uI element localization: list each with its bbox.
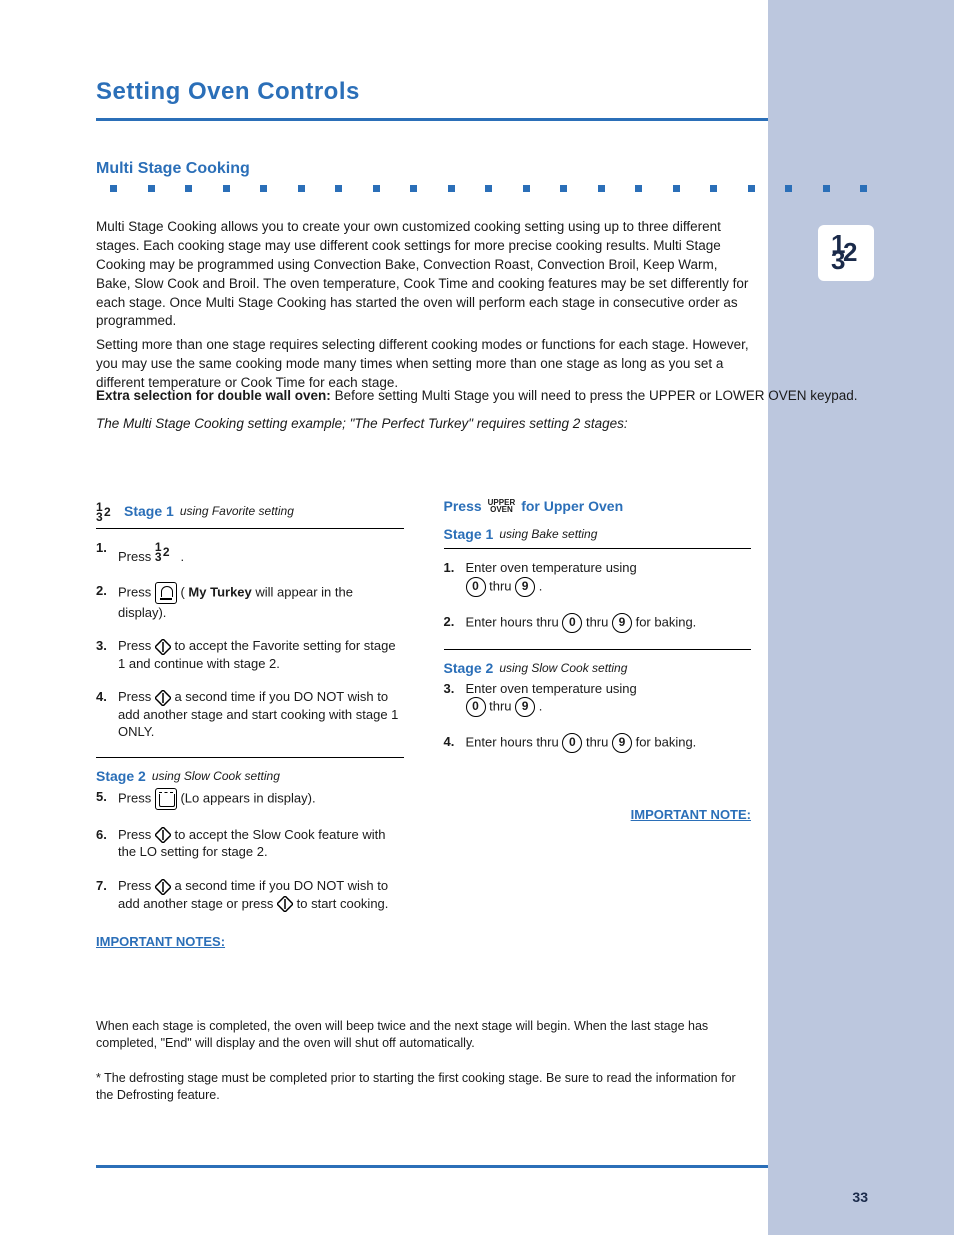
step-text: Enter hours thru 0 thru 9 for baking. (466, 733, 752, 753)
multistage-badge-icon: 123 (818, 225, 874, 281)
step: 6. Press to accept the Slow Cook feature… (96, 826, 404, 861)
bottom-rule (96, 1165, 768, 1168)
digit-0-keypad-icon: 0 (562, 733, 582, 753)
right-stage2-heading: Stage 2 using Slow Cook setting (444, 660, 752, 676)
rule (444, 649, 752, 650)
digit-9-keypad-icon: 9 (612, 733, 632, 753)
two-column-steps: 123 Stage 1 using Favorite setting 1. Pr… (96, 498, 751, 949)
stage2-label: Stage 2 (96, 768, 146, 784)
step: 4. Enter hours thru 0 thru 9 for baking. (444, 733, 752, 753)
start-keypad-icon (155, 690, 171, 706)
step: 5. Press (Lo appears in display). (96, 788, 404, 810)
step: 2. Enter hours thru 0 thru 9 for baking. (444, 613, 752, 633)
step-text: Press a second time if you DO NOT wish t… (118, 688, 404, 741)
double-oven-note-text: Before setting Multi Stage you will need… (331, 388, 858, 403)
step-num: 5. (96, 788, 110, 806)
top-rule (96, 118, 768, 121)
step-num: 4. (444, 733, 458, 751)
right-footer-label: IMPORTANT NOTE: (444, 807, 752, 822)
step-text: Press a second time if you DO NOT wish t… (118, 877, 404, 912)
step-num: 2. (444, 613, 458, 631)
stage1-subtitle: using Bake setting (499, 527, 597, 541)
stage1-subtitle: using Favorite setting (180, 504, 294, 518)
stage2-label: Stage 2 (444, 660, 494, 676)
press-label: Press (444, 498, 482, 514)
page-number: 33 (852, 1189, 868, 1205)
digit-9-keypad-icon: 9 (515, 577, 535, 597)
example-intro: The Multi Stage Cooking setting example;… (96, 416, 628, 431)
double-oven-note-bold: Extra selection for double wall oven: (96, 388, 331, 403)
step-text: Press (Lo appears in display). (118, 788, 404, 810)
step-text: Press to accept the Favorite setting for… (118, 637, 404, 672)
step: 1. Press 123 . (96, 539, 404, 566)
step-num: 7. (96, 877, 110, 895)
step: 7. Press a second time if you DO NOT wis… (96, 877, 404, 912)
step-text: Enter hours thru 0 thru 9 for baking. (466, 613, 752, 633)
digit-9-keypad-icon: 9 (612, 613, 632, 633)
step-text: Enter oven temperature using 0 thru 9 . (466, 680, 752, 718)
rule (96, 757, 404, 758)
step-text: Enter oven temperature using 0 thru 9 . (466, 559, 752, 597)
section-heading: Multi Stage Cooking (96, 160, 250, 178)
stage2-subtitle: using Slow Cook setting (499, 661, 627, 675)
stage1-label: Stage 1 (124, 503, 174, 519)
digit-0-keypad-icon: 0 (466, 577, 486, 597)
dot-separator (110, 185, 880, 192)
step: 4. Press a second time if you DO NOT wis… (96, 688, 404, 741)
footnote-2: * The defrosting stage must be completed… (96, 1070, 751, 1104)
double-oven-note: Extra selection for double wall oven: Be… (96, 388, 858, 403)
step-num: 4. (96, 688, 110, 706)
step: 1. Enter oven temperature using 0 thru 9… (444, 559, 752, 597)
digit-9-keypad-icon: 9 (515, 697, 535, 717)
step-num: 1. (444, 559, 458, 577)
intro-paragraph-1: Multi Stage Cooking allows you to create… (96, 218, 751, 331)
step-num: 3. (444, 680, 458, 698)
stage2-subtitle: using Slow Cook setting (152, 769, 280, 783)
step-num: 3. (96, 637, 110, 655)
step: 2. Press ( My Turkey will appear in the … (96, 582, 404, 622)
multistage-icon: 123 (96, 500, 118, 522)
upper-oven-heading: Press UPPEROVEN for Upper Oven (444, 498, 752, 514)
start-keypad-icon (155, 639, 171, 655)
start-keypad-icon (155, 827, 171, 843)
step-num: 1. (96, 539, 110, 557)
step-text: Press ( My Turkey will appear in the dis… (118, 582, 404, 622)
left-footer-label: IMPORTANT NOTES: (96, 934, 404, 949)
right-stage1-heading: Stage 1 using Bake setting (444, 526, 752, 542)
step: 3. Press to accept the Favorite setting … (96, 637, 404, 672)
slowcook-keypad-icon (155, 788, 177, 810)
favorite-keypad-icon (155, 582, 177, 604)
stage2-heading: Stage 2 using Slow Cook setting (96, 768, 404, 784)
multistage-keypad-icon: 123 (155, 539, 177, 561)
page-title: Setting Oven Controls (96, 78, 360, 106)
start-keypad-icon (155, 879, 171, 895)
upper-oven-label: for Upper Oven (521, 498, 623, 514)
step-text: Press to accept the Slow Cook feature wi… (118, 826, 404, 861)
stage1-heading: 123 Stage 1 using Favorite setting (96, 500, 404, 522)
step-text: Press 123 . (118, 539, 404, 566)
left-column: 123 Stage 1 using Favorite setting 1. Pr… (96, 498, 404, 949)
intro-paragraph-2: Setting more than one stage requires sel… (96, 336, 751, 393)
right-column: Press UPPEROVEN for Upper Oven Stage 1 u… (444, 498, 752, 949)
start-keypad-icon (277, 896, 293, 912)
step-num: 6. (96, 826, 110, 844)
masthead-title: Setting Oven Controls (96, 32, 307, 55)
step: 3. Enter oven temperature using 0 thru 9… (444, 680, 752, 718)
upper-oven-keypad-icon: UPPEROVEN (488, 499, 516, 513)
digit-0-keypad-icon: 0 (562, 613, 582, 633)
footnote-1: When each stage is completed, the oven w… (96, 1018, 751, 1052)
rule (444, 548, 752, 549)
rule (96, 528, 404, 529)
stage1-label: Stage 1 (444, 526, 494, 542)
digit-0-keypad-icon: 0 (466, 697, 486, 717)
step-num: 2. (96, 582, 110, 600)
